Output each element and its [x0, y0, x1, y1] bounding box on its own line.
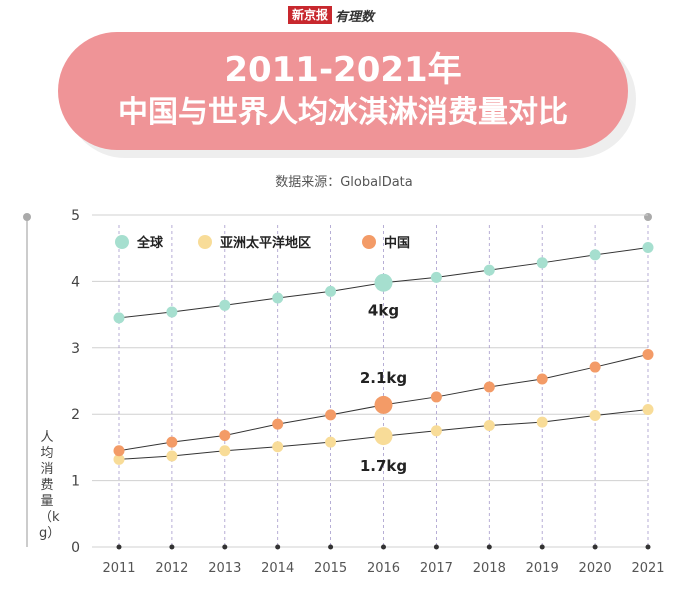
x-baseline-dot — [169, 544, 175, 550]
y-tick-label: 0 — [71, 540, 80, 556]
data-point — [483, 264, 495, 276]
x-baseline-dot — [539, 544, 545, 550]
x-tick-label: 2015 — [314, 561, 347, 576]
x-baseline-dot — [486, 544, 492, 550]
data-annotation: 1.7kg — [360, 457, 407, 475]
x-baseline-dot — [433, 544, 439, 550]
data-point — [113, 445, 125, 457]
data-point — [536, 257, 548, 269]
x-tick-label: 2016 — [367, 561, 400, 576]
axis-top-right-dot — [644, 213, 652, 221]
data-point — [483, 381, 495, 393]
data-point — [430, 271, 442, 283]
x-tick-label: 2012 — [155, 561, 188, 576]
legend-label: 中国 — [384, 235, 410, 251]
x-tick-label: 2020 — [579, 561, 612, 576]
data-point — [642, 242, 654, 254]
data-point — [325, 409, 337, 421]
data-point — [374, 395, 393, 414]
x-tick-label: 2013 — [208, 561, 241, 576]
legend-label: 亚洲太平洋地区 — [220, 235, 311, 251]
x-tick-label: 2021 — [631, 561, 664, 576]
legend-label: 全球 — [136, 235, 164, 251]
data-point — [642, 348, 654, 360]
y-tick-label: 4 — [71, 274, 80, 290]
data-point — [113, 453, 125, 465]
x-baseline-dot — [116, 544, 122, 550]
data-point — [219, 445, 231, 457]
data-point — [272, 441, 284, 453]
x-baseline-dot — [328, 544, 334, 550]
y-tick-label: 5 — [71, 208, 80, 224]
data-point — [374, 273, 393, 292]
legend-marker — [115, 235, 129, 249]
data-point — [166, 436, 178, 448]
y-tick-label: 1 — [71, 474, 80, 490]
data-point — [536, 416, 548, 428]
data-point — [166, 450, 178, 462]
data-point — [642, 404, 654, 416]
data-point — [589, 410, 601, 422]
y-axis-top-dot — [23, 213, 31, 221]
x-tick-label: 2018 — [473, 561, 506, 576]
x-tick-label: 2011 — [102, 561, 135, 576]
data-point — [536, 373, 548, 385]
data-annotation: 2.1kg — [360, 369, 407, 387]
data-point — [430, 391, 442, 403]
data-source: 数据来源：GlobalData — [275, 175, 413, 190]
x-tick-label: 2014 — [261, 561, 294, 576]
data-point — [325, 436, 337, 448]
data-point — [430, 425, 442, 437]
data-point — [589, 249, 601, 261]
brand-sub: 有理数 — [335, 9, 375, 25]
data-point — [589, 361, 601, 373]
data-point — [374, 427, 393, 446]
data-point — [113, 312, 125, 324]
chart-title-line2: 中国与世界人均冰淇淋消费量对比 — [118, 95, 568, 130]
data-point — [325, 285, 337, 297]
data-point — [483, 419, 495, 431]
x-tick-label: 2019 — [526, 561, 559, 576]
x-baseline-dot — [645, 544, 651, 550]
data-point — [166, 306, 178, 318]
brand-logo: 新京报 有理数 — [288, 5, 374, 25]
title-banner: 2011-2021年 中国与世界人均冰淇淋消费量对比 — [58, 32, 628, 150]
x-baseline-dot — [381, 544, 386, 550]
legend-marker — [362, 235, 376, 249]
y-tick-label: 3 — [71, 341, 80, 357]
data-point — [272, 418, 284, 430]
x-baseline-dot — [275, 544, 281, 550]
y-tick-label: 2 — [71, 407, 80, 423]
data-point — [272, 292, 284, 304]
data-point — [219, 299, 231, 311]
x-baseline-dot — [222, 544, 228, 550]
x-tick-label: 2017 — [420, 561, 453, 576]
brand-name: 新京报 — [288, 6, 333, 24]
data-point — [219, 429, 231, 441]
y-axis-label: 人均消费量（kg） — [39, 430, 61, 541]
legend-marker — [198, 235, 212, 249]
chart-title-line1: 2011-2021年 — [224, 50, 462, 90]
x-baseline-dot — [592, 544, 598, 550]
data-annotation: 4kg — [368, 302, 399, 320]
